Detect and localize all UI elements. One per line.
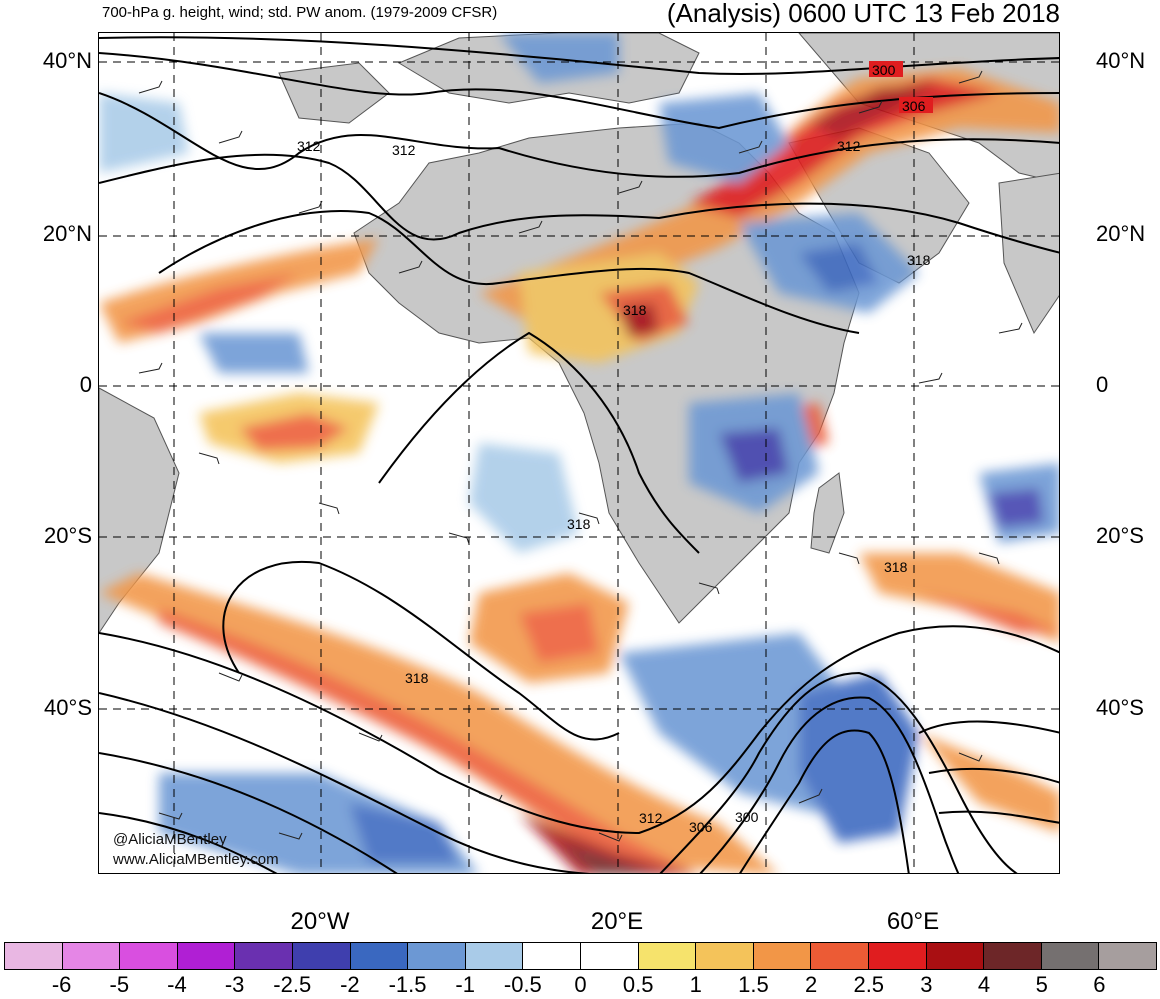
colorbar-swatch xyxy=(1099,943,1156,969)
colorbar-swatch xyxy=(350,943,409,969)
credit-handle: @AliciaMBentley xyxy=(113,831,227,848)
colorbar-swatch xyxy=(696,943,754,969)
colorbar-tick-label: -2 xyxy=(340,972,360,997)
colorbar-swatch xyxy=(868,943,927,969)
colorbar-swatch xyxy=(984,943,1042,969)
iberia-land xyxy=(278,62,390,124)
colorbar-tick-label: -5 xyxy=(109,972,130,997)
map-canvas: 300 306 312 312 312 318 318 318 318 318 … xyxy=(99,33,1059,873)
contour-label: 306 xyxy=(689,819,713,835)
colorbar-tick-label: -6 xyxy=(51,972,72,997)
lat-label-40n-right: 40°N xyxy=(1096,48,1146,73)
colorbar-swatch xyxy=(5,943,63,969)
map-panel: 300 306 312 312 312 318 318 318 318 318 … xyxy=(98,32,1060,874)
contour-label: 318 xyxy=(567,516,591,532)
lat-label-20n-left: 20°N xyxy=(42,221,92,246)
contour-label: 312 xyxy=(392,142,416,158)
colorbar-tick-label: 2 xyxy=(804,972,818,997)
contour-label: 318 xyxy=(405,670,429,686)
lon-label-20w: 20°W xyxy=(290,908,350,935)
colorbar-swatch xyxy=(235,943,293,969)
colorbar-swatch xyxy=(811,943,869,969)
height-contours xyxy=(99,36,1059,873)
wind-barbs xyxy=(138,70,1023,842)
lat-label-40s-left: 40°S xyxy=(44,695,92,720)
credit-website: www.AliciaMBentley.com xyxy=(113,851,279,868)
contour-label: 318 xyxy=(884,559,908,575)
lat-label-20s-left: 20°S xyxy=(44,523,92,548)
colorbar-tick-label: 0.5 xyxy=(622,972,654,997)
pw-anomaly-shading xyxy=(99,33,1059,873)
lat-label-eq-left: 0 xyxy=(79,372,92,397)
colorbar-swatch xyxy=(523,943,581,969)
colorbar-swatch xyxy=(638,943,697,969)
colorbar-tick-label: 3 xyxy=(920,972,933,997)
colorbar-tick-label: -2.5 xyxy=(273,972,312,997)
south-america-land xyxy=(99,387,180,634)
colorbar-swatch xyxy=(1041,943,1100,969)
contour-label: 312 xyxy=(837,138,861,154)
contour-label: 300 xyxy=(735,809,759,825)
colorbar-swatch xyxy=(62,943,121,969)
colorbar-tick-label: 4 xyxy=(977,972,991,997)
colorbar-tick-label: 2.5 xyxy=(853,972,885,997)
lon-label-60e: 60°E xyxy=(886,908,940,935)
colorbar-swatch xyxy=(292,943,351,969)
colorbar-tick-label: 1.5 xyxy=(738,972,769,997)
colorbar-swatch xyxy=(753,943,812,969)
colorbar-tick-label: -1.5 xyxy=(388,972,427,997)
colorbar-tick-label: 0 xyxy=(574,972,587,997)
colorbar-tick-label: -3 xyxy=(224,972,245,997)
colorbar-swatch xyxy=(926,943,985,969)
colorbar-tick-label: -4 xyxy=(167,972,187,997)
colorbar-tick-label: -0.5 xyxy=(503,972,542,997)
contour-label: 300 xyxy=(872,62,896,78)
contour-label: 318 xyxy=(623,302,647,318)
colorbar-tick-label: 6 xyxy=(1093,972,1106,997)
title-right: (Analysis) 0600 UTC 13 Feb 2018 xyxy=(666,0,1060,28)
lon-label-20e: 20°E xyxy=(590,908,644,935)
colorbar-swatch xyxy=(465,943,524,969)
lat-label-40s-right: 40°S xyxy=(1096,695,1144,720)
colorbar-swatch xyxy=(580,943,639,969)
colorbar-tick-label: 1 xyxy=(689,972,702,997)
madagascar-land xyxy=(810,472,845,554)
colorbar-tick-label: 5 xyxy=(1035,972,1048,997)
colorbar xyxy=(4,942,1157,970)
colorbar-swatch xyxy=(120,943,178,969)
contour-label: 306 xyxy=(902,98,926,114)
colorbar-tick-label: -1 xyxy=(455,972,475,997)
lat-label-20s-right: 20°S xyxy=(1096,523,1144,548)
lat-label-40n-left: 40°N xyxy=(42,48,92,73)
contour-label: 312 xyxy=(639,810,663,826)
colorbar-swatch xyxy=(408,943,466,969)
india-land xyxy=(998,172,1059,335)
title-left: 700-hPa g. height, wind; std. PW anom. (… xyxy=(102,4,498,21)
contour-label: 318 xyxy=(907,252,931,268)
contour-labels: 300 306 312 312 312 318 318 318 318 318 … xyxy=(297,61,933,835)
lat-label-eq-right: 0 xyxy=(1096,372,1109,397)
contour-label: 312 xyxy=(297,138,321,154)
lat-label-20n-right: 20°N xyxy=(1096,221,1146,246)
colorbar-swatch xyxy=(177,943,236,969)
